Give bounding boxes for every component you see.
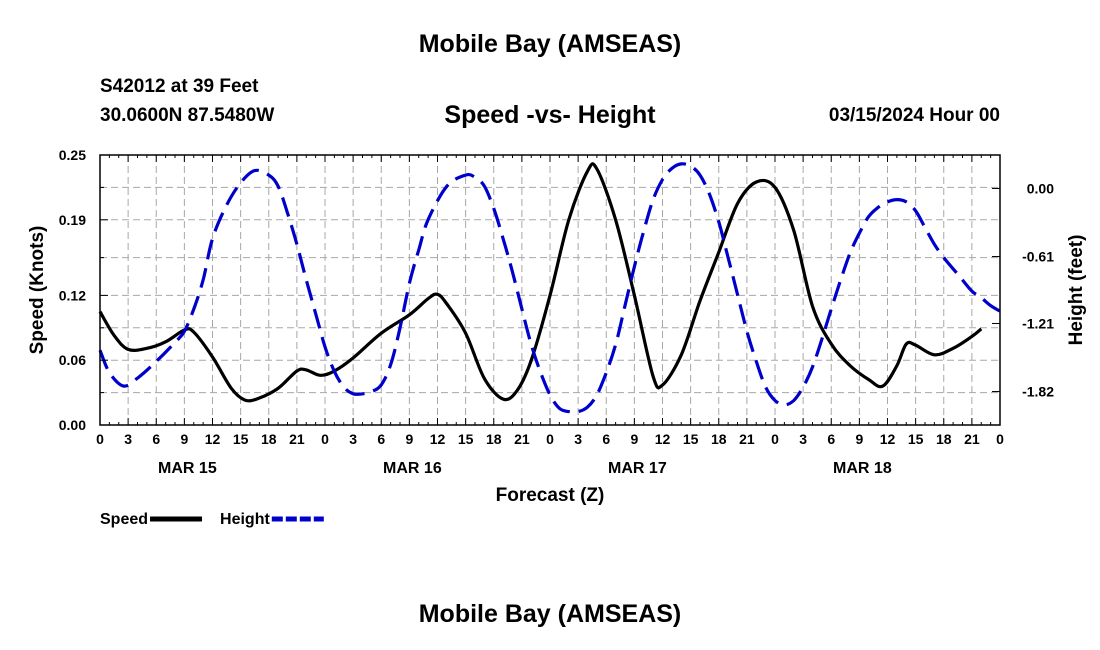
x-tick-label: 3 xyxy=(799,431,807,447)
legend: Speed Height xyxy=(100,511,324,528)
y2-tick-label: -0.61 xyxy=(1022,249,1054,265)
x-tick-label: 9 xyxy=(855,431,863,447)
x-tick-label: 3 xyxy=(124,431,132,447)
y-axis-label: Speed (Knots) xyxy=(27,226,48,355)
y-tick-label: 0.12 xyxy=(59,287,86,303)
height-series-line xyxy=(98,162,1001,414)
x-tick-label: 0 xyxy=(96,431,104,447)
legend-label-speed: Speed xyxy=(100,511,148,528)
x-tick-label: 6 xyxy=(827,431,835,447)
x-day-label: MAR 16 xyxy=(383,460,442,477)
x-tick-label: 0 xyxy=(546,431,554,447)
station-label: S42012 at 39 Feet xyxy=(100,76,259,97)
x-tick-label: 12 xyxy=(655,431,671,447)
x-tick-label: 21 xyxy=(514,431,530,447)
x-tick-label: 18 xyxy=(936,431,952,447)
ticks-layer xyxy=(99,154,1001,426)
y-tick-label: 0.06 xyxy=(59,352,86,368)
speed-series-line xyxy=(98,162,983,403)
footer-title: Mobile Bay (AMSEAS) xyxy=(418,600,682,628)
x-tick-label: 18 xyxy=(261,431,277,447)
forecast-date-label: 03/15/2024 Hour 00 xyxy=(828,105,1000,126)
x-axis-label: Forecast (Z) xyxy=(496,485,605,506)
x-tick-label: 9 xyxy=(630,431,638,447)
x-tick-label: 15 xyxy=(908,431,924,447)
x-tick-label: 15 xyxy=(683,431,699,447)
y2-tick-label: -1.82 xyxy=(1022,384,1054,400)
y2-tick-label: -1.21 xyxy=(1022,315,1054,331)
main-title: Mobile Bay (AMSEAS) xyxy=(418,30,682,58)
x-tick-label: 6 xyxy=(152,431,160,447)
x-tick-label: 3 xyxy=(574,431,582,447)
coordinates-label: 30.0600N 87.5480W xyxy=(100,105,275,126)
x-tick-label: 6 xyxy=(377,431,385,447)
y-tick-label: 0.19 xyxy=(59,212,86,228)
labels-layer: 0 3 6 9 12 15 18 21 0 3 6 9 12 15 18 21 0 3 6 9 12 15 18 21 0 3 6 9… xyxy=(27,147,1087,506)
x-tick-label: 21 xyxy=(289,431,305,447)
x-tick-label: 12 xyxy=(430,431,446,447)
y2-tick-label: 0.00 xyxy=(1027,180,1054,196)
x-tick-label: 6 xyxy=(602,431,610,447)
x-tick-label: 0 xyxy=(771,431,779,447)
x-tick-label: 15 xyxy=(458,431,474,447)
x-day-label: MAR 17 xyxy=(608,460,667,477)
x-tick-label: 12 xyxy=(205,431,221,447)
y-tick-label: 0.00 xyxy=(59,417,86,433)
x-tick-label: 21 xyxy=(964,431,980,447)
x-tick-label: 18 xyxy=(711,431,727,447)
x-tick-label: 15 xyxy=(233,431,249,447)
x-tick-label: 21 xyxy=(739,431,755,447)
y-tick-label: 0.25 xyxy=(59,147,86,163)
chart-title: Speed -vs- Height xyxy=(444,101,656,129)
x-tick-label: 12 xyxy=(880,431,896,447)
x-tick-label: 18 xyxy=(486,431,502,447)
x-tick-label: 9 xyxy=(180,431,188,447)
legend-label-height: Height xyxy=(220,511,270,528)
x-day-label: MAR 15 xyxy=(158,460,217,477)
x-tick-label: 9 xyxy=(405,431,413,447)
x-tick-label: 3 xyxy=(349,431,357,447)
series-layer xyxy=(98,162,1001,414)
x-day-label: MAR 18 xyxy=(833,460,892,477)
y2-axis-label: Height (feet) xyxy=(1066,235,1087,346)
x-tick-label: 0 xyxy=(321,431,329,447)
x-tick-label: 0 xyxy=(996,431,1004,447)
